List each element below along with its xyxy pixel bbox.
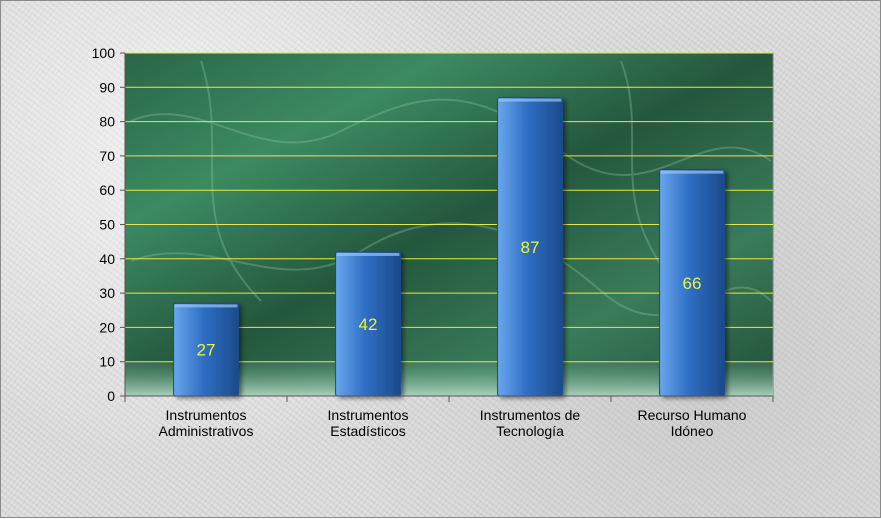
y-tick-label: 10 — [99, 354, 115, 370]
x-tick-labels: InstrumentosAdministrativosInstrumentosE… — [159, 407, 747, 439]
bar-highlight — [498, 98, 562, 102]
x-tick-label: Tecnología — [496, 423, 564, 439]
data-label: 42 — [359, 315, 378, 334]
y-tick-label: 0 — [107, 388, 115, 404]
marble-veins — [130, 60, 772, 316]
x-tick-label: Instrumentos — [328, 407, 409, 423]
x-tick-label: Recurso Humano — [638, 407, 747, 423]
bars — [173, 97, 725, 397]
data-label: 87 — [521, 238, 540, 257]
x-tick-label: Instrumentos de — [480, 407, 581, 423]
y-tick-label: 40 — [99, 251, 115, 267]
y-tick-label: 50 — [99, 217, 115, 233]
y-tick-label: 90 — [99, 79, 115, 95]
data-label: 27 — [197, 341, 216, 360]
y-tick-label: 60 — [99, 182, 115, 198]
x-tick-label: Estadísticos — [330, 423, 405, 439]
x-tick-label: Idóneo — [671, 423, 714, 439]
y-tick-label: 70 — [99, 148, 115, 164]
x-tick-label: Administrativos — [159, 423, 254, 439]
data-label: 66 — [683, 274, 702, 293]
bar-highlight — [174, 304, 238, 308]
data-labels: 27 42 87 66 — [197, 238, 702, 360]
y-tick-label: 100 — [92, 45, 116, 61]
bar-highlight — [336, 252, 400, 256]
y-tick-label: 30 — [99, 285, 115, 301]
bar-highlight — [660, 170, 724, 174]
axes — [120, 52, 774, 402]
x-tick-label: Instrumentos — [166, 407, 247, 423]
y-tick-label: 80 — [99, 114, 115, 130]
y-tick-labels: 0 10 20 30 40 50 60 70 80 90 100 — [92, 45, 116, 404]
y-tick-label: 20 — [99, 319, 115, 335]
